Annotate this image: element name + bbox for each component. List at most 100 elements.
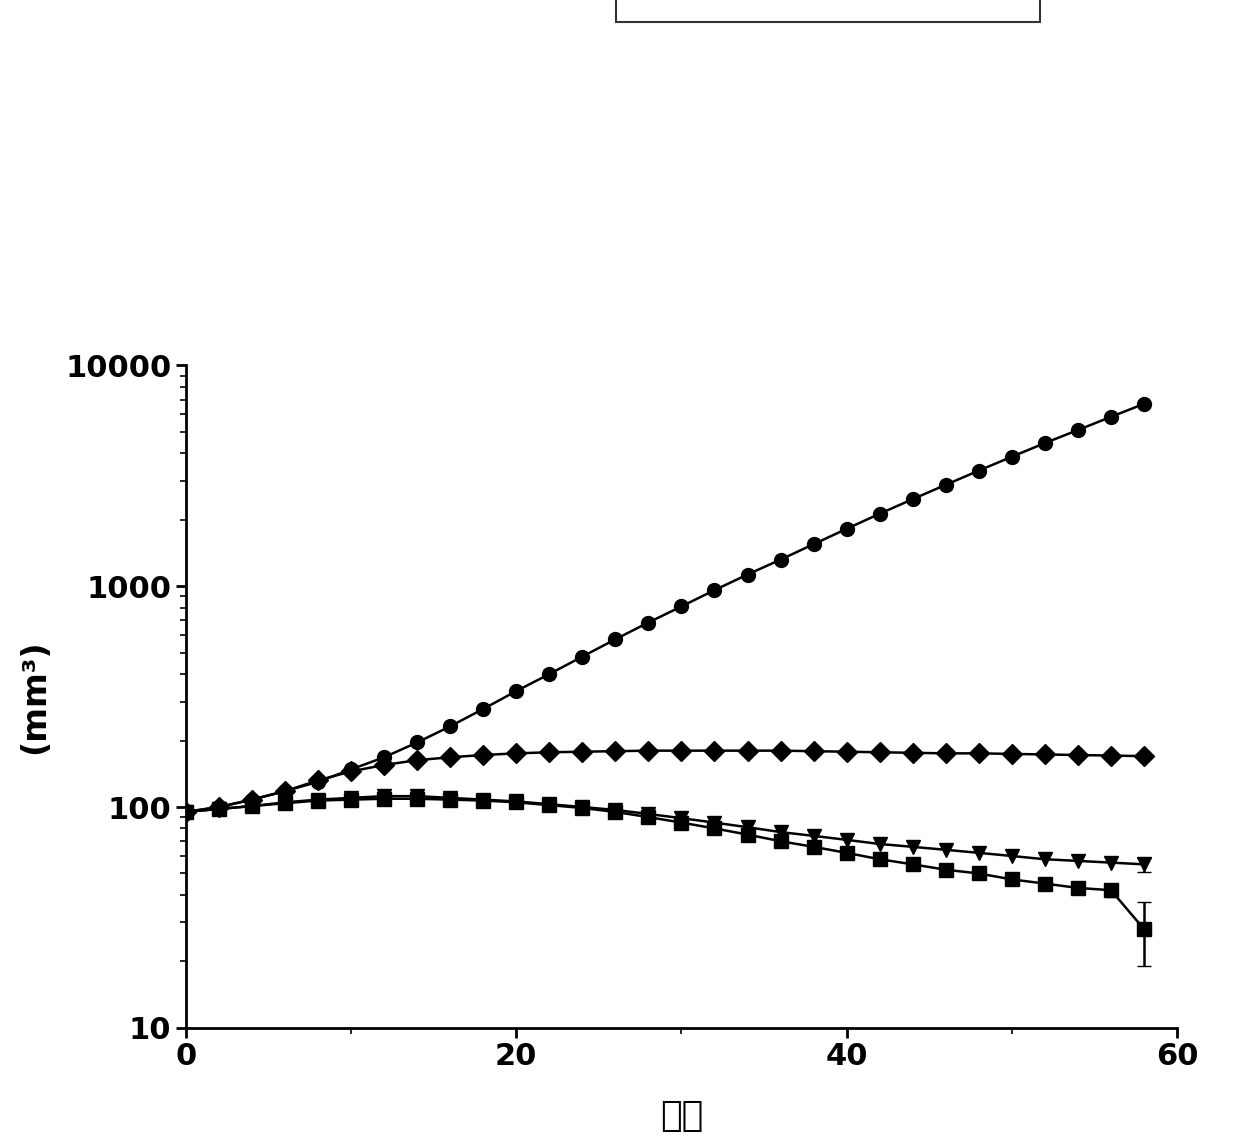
化合物 1_40+BTZ+DEX [278,796,292,810]
化合物 1_40+BTZ+DEX [575,802,590,815]
化合物 1_40+BTZ+DEX [674,815,689,829]
Legend: 溶媒, BTZ+DEX, 化合物 1, 化合物 1_40+BTZ+DEX: 溶媒, BTZ+DEX, 化合物 1, 化合物 1_40+BTZ+DEX [616,0,1040,22]
溶媒 [575,650,590,664]
溶媒 [541,667,556,681]
溶媒 [244,793,259,806]
化合物 1_40+BTZ+DEX [1136,923,1151,936]
溶媒 [938,478,953,492]
化合物 1_40+BTZ+DEX [509,796,524,810]
化合物 1 [212,801,227,814]
BTZ+DEX [608,803,623,817]
溶媒 [212,801,227,814]
化合物 1_40+BTZ+DEX [839,846,854,860]
化合物 1 [872,746,887,759]
化合物 1 [509,747,524,761]
化合物 1_40+BTZ+DEX [906,858,921,871]
化合物 1_40+BTZ+DEX [311,794,326,807]
BTZ+DEX [1005,850,1020,863]
化合物 1_40+BTZ+DEX [1104,884,1119,898]
化合物 1 [244,793,259,806]
化合物 1_40+BTZ+DEX [872,852,887,866]
Line: 溶媒: 溶媒 [178,397,1151,819]
BTZ+DEX [971,846,986,860]
BTZ+DEX [311,793,326,806]
溶媒 [311,775,326,789]
化合物 1 [541,746,556,759]
BTZ+DEX [575,801,590,814]
化合物 1_40+BTZ+DEX [343,793,358,806]
BTZ+DEX [541,797,556,811]
化合物 1_40+BTZ+DEX [773,835,788,849]
BTZ+DEX [872,837,887,851]
化合物 1_40+BTZ+DEX [1037,877,1052,891]
X-axis label: 天数: 天数 [660,1099,703,1133]
化合物 1_40+BTZ+DEX [707,821,722,835]
BTZ+DEX [377,789,392,803]
化合物 1_40+BTZ+DEX [244,799,259,813]
化合物 1_40+BTZ+DEX [971,867,986,880]
化合物 1 [575,745,590,758]
化合物 1_40+BTZ+DEX [938,863,953,877]
化合物 1 [278,785,292,798]
BTZ+DEX [641,807,655,821]
BTZ+DEX [343,791,358,805]
化合物 1 [674,743,689,757]
化合物 1 [1104,749,1119,763]
BTZ+DEX [442,791,457,805]
化合物 1 [343,764,358,778]
化合物 1 [476,748,491,762]
溶媒 [442,719,457,733]
BTZ+DEX [1037,852,1052,866]
溶媒 [343,763,358,777]
溶媒 [278,785,292,798]
化合物 1_40+BTZ+DEX [476,794,491,807]
BTZ+DEX [244,799,259,813]
溶媒 [971,464,986,477]
BTZ+DEX [773,826,788,839]
化合物 1 [1037,748,1052,762]
溶媒 [476,702,491,716]
Line: 化合物 1: 化合物 1 [178,743,1151,819]
BTZ+DEX [1070,854,1085,868]
溶媒 [807,538,821,552]
化合物 1_40+BTZ+DEX [1005,872,1020,886]
化合物 1 [1070,748,1085,762]
化合物 1 [707,743,722,757]
BTZ+DEX [278,796,292,810]
溶媒 [773,553,788,566]
BTZ+DEX [707,815,722,829]
溶媒 [740,568,755,581]
溶媒 [608,633,623,646]
溶媒 [1037,436,1052,450]
溶媒 [1136,397,1151,411]
化合物 1_40+BTZ+DEX [377,791,392,805]
BTZ+DEX [906,841,921,854]
溶媒 [509,684,524,698]
化合物 1 [807,745,821,758]
化合物 1 [641,743,655,757]
化合物 1 [608,745,623,758]
化合物 1_40+BTZ+DEX [740,828,755,842]
化合物 1_40+BTZ+DEX [1070,882,1085,895]
溶媒 [1104,410,1119,424]
化合物 1 [1005,747,1020,761]
化合物 1_40+BTZ+DEX [807,841,821,854]
化合物 1 [773,743,788,757]
化合物 1 [971,747,986,761]
Y-axis label: 肝癌大小
(mm³): 肝癌大小 (mm³) [0,640,51,754]
化合物 1 [178,805,193,819]
溶媒 [377,750,392,764]
BTZ+DEX [938,843,953,856]
BTZ+DEX [178,805,193,819]
BTZ+DEX [839,833,854,846]
化合物 1_40+BTZ+DEX [212,802,227,815]
化合物 1 [442,750,457,764]
化合物 1_40+BTZ+DEX [608,805,623,819]
BTZ+DEX [476,793,491,806]
BTZ+DEX [212,802,227,815]
溶媒 [178,805,193,819]
化合物 1 [377,758,392,772]
化合物 1 [906,746,921,759]
Line: 化合物 1_40+BTZ+DEX: 化合物 1_40+BTZ+DEX [178,791,1151,936]
BTZ+DEX [807,829,821,843]
